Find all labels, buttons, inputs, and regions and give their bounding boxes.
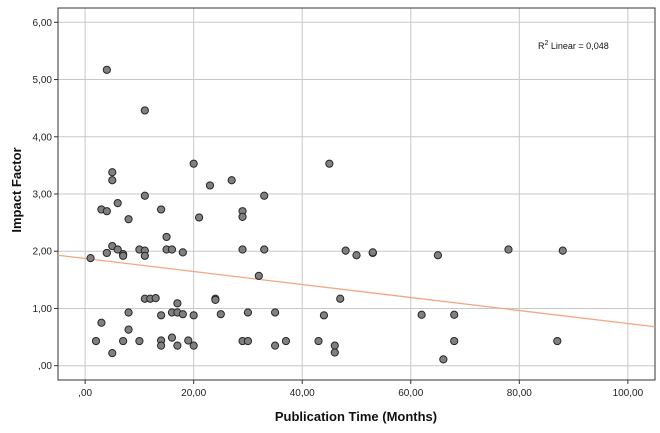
data-point <box>102 207 111 216</box>
data-point <box>178 310 187 319</box>
x-tick-label: 60,00 <box>398 388 423 399</box>
data-point <box>330 348 339 357</box>
x-tick-label: 20,00 <box>181 388 206 399</box>
linear-fit-line <box>57 254 656 328</box>
y-tick-label: 3,00 <box>33 190 53 201</box>
data-point <box>319 311 329 320</box>
data-point <box>238 212 247 221</box>
data-point <box>135 336 144 346</box>
data-point <box>270 308 280 317</box>
data-point <box>243 336 253 346</box>
data-point <box>260 191 269 200</box>
data-point <box>157 311 166 320</box>
y-tick-label: 6,00 <box>33 18 53 29</box>
data-point <box>368 248 377 257</box>
data-point <box>553 336 562 346</box>
data-point <box>167 245 177 254</box>
x-tick-label: 100,00 <box>613 388 644 399</box>
data-point <box>504 245 513 254</box>
data-point <box>119 251 128 260</box>
data-point <box>108 176 117 185</box>
data-point <box>216 310 225 319</box>
y-axis-title: Impact Factor <box>9 147 24 232</box>
r-squared-annotation: R2 Linear = 0,048 <box>538 40 609 51</box>
data-point <box>140 191 149 200</box>
x-tick-label: ,00 <box>78 388 92 399</box>
data-point <box>86 253 95 263</box>
data-points <box>86 65 567 364</box>
data-point <box>558 246 567 255</box>
data-point <box>151 294 160 303</box>
data-point <box>450 310 459 319</box>
data-point <box>211 295 220 304</box>
data-point <box>195 213 204 222</box>
y-tick-label: 5,00 <box>33 75 53 86</box>
x-tick-label: 40,00 <box>290 388 315 399</box>
data-point <box>341 246 350 255</box>
y-tick-label: 1,00 <box>33 304 53 315</box>
data-point <box>352 251 361 260</box>
y-tick-label: 4,00 <box>33 132 53 143</box>
data-point <box>189 341 198 350</box>
y-tick-label: ,00 <box>38 361 52 372</box>
data-point <box>433 251 443 260</box>
data-point <box>173 299 182 308</box>
data-point <box>330 341 339 350</box>
x-tick-label: 80,00 <box>507 388 532 399</box>
data-point <box>162 232 171 242</box>
data-point <box>205 181 215 190</box>
data-point <box>119 336 128 346</box>
data-point <box>157 341 166 350</box>
data-point <box>91 336 101 346</box>
x-axis-ticks: ,00 20,00 40,00 60,00 80,00 100,00 <box>78 380 644 399</box>
data-point <box>113 245 122 254</box>
data-point <box>124 215 133 224</box>
data-point <box>102 65 111 74</box>
data-point <box>184 336 193 345</box>
data-point <box>238 245 247 254</box>
data-point <box>254 271 263 280</box>
data-point <box>325 159 334 168</box>
data-point <box>270 341 280 350</box>
x-axis-title: Publication Time (Months) <box>275 409 437 424</box>
data-point <box>336 294 345 303</box>
data-point <box>243 308 253 317</box>
data-point <box>260 245 269 254</box>
data-point <box>108 349 117 358</box>
data-point <box>140 106 149 115</box>
data-point <box>124 325 133 334</box>
data-point <box>102 248 111 258</box>
data-point <box>450 336 459 346</box>
data-point <box>140 251 149 260</box>
data-point <box>97 318 106 327</box>
data-point <box>281 336 291 346</box>
data-point <box>173 341 182 350</box>
data-point <box>189 159 198 168</box>
data-point <box>227 176 236 185</box>
data-point <box>167 333 177 342</box>
y-tick-label: 2,00 <box>33 247 53 258</box>
data-point <box>108 168 117 177</box>
data-point <box>124 308 133 317</box>
data-point <box>417 310 426 319</box>
data-point <box>178 248 187 257</box>
data-point <box>189 311 198 320</box>
data-point <box>113 199 122 208</box>
data-point <box>439 355 448 364</box>
data-point <box>314 336 323 346</box>
y-axis-ticks: ,00 1,00 2,00 3,00 4,00 5,00 6,00 <box>33 18 58 372</box>
data-point <box>157 205 166 214</box>
